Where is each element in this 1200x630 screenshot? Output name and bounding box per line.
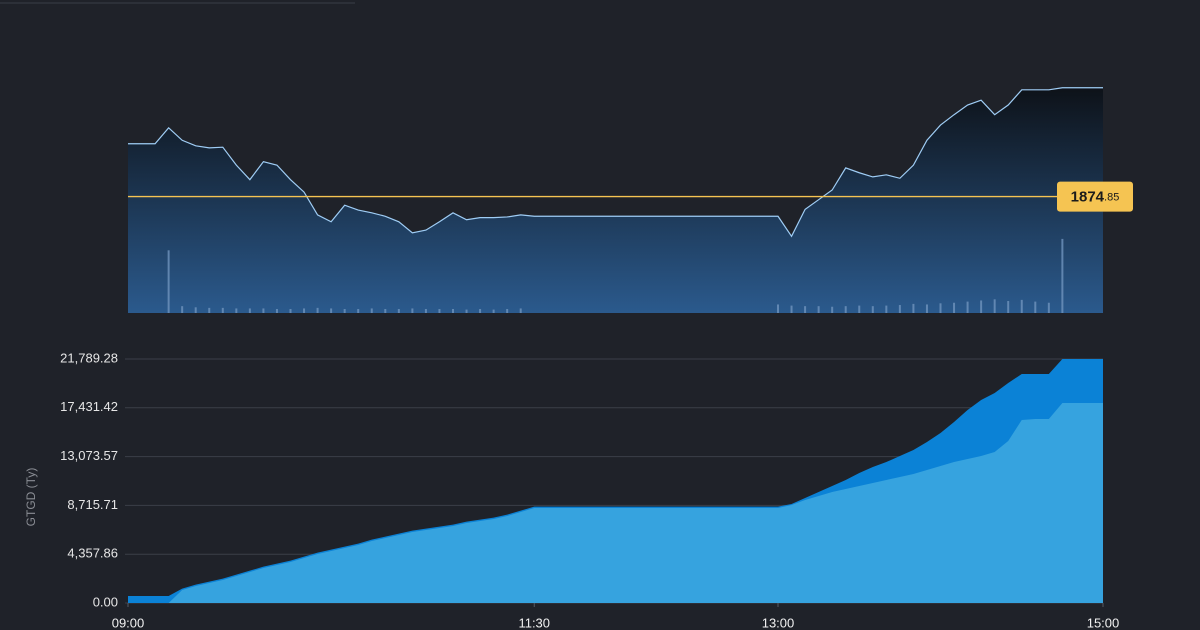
price-line — [128, 87, 1103, 238]
y-tick-label: 4,357.86 — [67, 546, 118, 561]
volume-bar — [993, 299, 996, 313]
y-tick-label: 8,715.71 — [67, 497, 118, 512]
volume-bar — [925, 304, 928, 313]
volume-bar — [980, 300, 983, 313]
volume-bar — [248, 308, 251, 313]
volume-bar — [777, 304, 779, 313]
price-area — [128, 87, 1103, 313]
volume-bar — [262, 308, 265, 313]
y-tick-label: 0.00 — [93, 594, 118, 609]
volume-bar — [208, 307, 211, 313]
volume-bar — [1047, 302, 1050, 313]
volume-bar — [479, 309, 482, 313]
reference-label-int: 1874 — [1071, 189, 1105, 206]
volume-bar — [275, 309, 278, 313]
value-area — [128, 403, 1103, 603]
y-axis-label: GTGD (Ty) — [24, 468, 38, 527]
volume-bar — [519, 308, 522, 313]
y-tick-label: 17,431.42 — [60, 399, 118, 414]
volume-bar — [1034, 301, 1037, 313]
volume-bar — [397, 309, 400, 313]
volume-bar — [939, 303, 942, 313]
x-tick-label: 11:30 — [518, 615, 550, 630]
volume-bar — [1007, 301, 1010, 313]
volume-bar — [343, 309, 346, 313]
volume-bar — [181, 306, 184, 313]
x-tick-label: 13:00 — [762, 615, 795, 630]
volume-bar — [885, 305, 888, 313]
volume-bar — [194, 307, 197, 313]
volume-bar — [424, 309, 427, 313]
volume-bar — [804, 306, 807, 313]
volume-bar — [871, 306, 874, 313]
volume-bar — [303, 308, 306, 313]
volume-bar — [831, 306, 834, 313]
volume-bar — [289, 309, 292, 313]
volume-bar — [912, 303, 915, 313]
volume-bar — [858, 305, 861, 313]
volume-bar — [953, 302, 956, 313]
volume-bar — [235, 308, 238, 313]
y-tick-label: 13,073.57 — [60, 448, 118, 463]
volume-bar — [966, 301, 969, 313]
x-tick-label: 15:00 — [1087, 615, 1120, 630]
volume-bar — [790, 305, 793, 313]
volume-bar — [465, 309, 468, 313]
reference-badge — [1057, 181, 1133, 212]
volume-bar — [411, 308, 414, 313]
volume-bar — [1020, 299, 1023, 313]
volume-bar — [452, 309, 454, 313]
volume-bar — [492, 309, 495, 313]
volume-bar — [370, 308, 373, 313]
y-tick-label: 21,789.28 — [60, 350, 118, 365]
volume-bar — [1061, 238, 1064, 313]
volume-bar — [167, 250, 170, 313]
volume-bar — [330, 308, 333, 313]
volume-bar — [898, 305, 901, 313]
volume-bar — [384, 309, 387, 313]
reference-label: 1874.85 — [1071, 189, 1120, 206]
volume-bar — [316, 307, 319, 313]
volume-bar — [221, 307, 224, 313]
reference-label-frac: .85 — [1104, 191, 1119, 203]
volume-bar — [438, 309, 441, 313]
volume-bar — [357, 309, 360, 313]
x-tick-label: 09:00 — [112, 615, 145, 630]
volume-bar — [844, 306, 847, 313]
volume-bar — [817, 306, 820, 313]
volume-bar — [506, 309, 509, 313]
